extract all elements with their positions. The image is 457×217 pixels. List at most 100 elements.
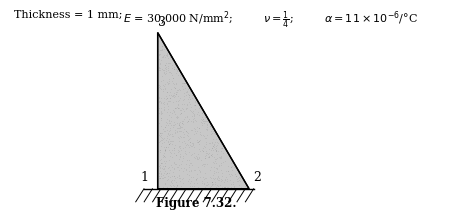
Point	[174, 166, 181, 169]
Point	[218, 156, 225, 159]
Point	[157, 61, 164, 64]
Point	[170, 168, 178, 171]
Point	[213, 156, 221, 160]
Point	[160, 156, 167, 159]
Point	[166, 77, 173, 80]
Point	[176, 122, 183, 126]
Point	[170, 151, 177, 155]
Point	[186, 185, 193, 188]
Point	[167, 126, 174, 129]
Point	[175, 122, 182, 125]
Point	[154, 49, 162, 53]
Point	[168, 166, 175, 169]
Point	[209, 141, 216, 144]
Point	[175, 150, 182, 153]
Point	[159, 185, 167, 189]
Point	[182, 162, 190, 166]
Point	[210, 131, 218, 135]
Point	[170, 76, 177, 80]
Point	[158, 174, 165, 178]
Point	[182, 79, 189, 83]
Point	[216, 157, 223, 160]
Point	[215, 141, 222, 145]
Point	[213, 158, 220, 161]
Point	[161, 181, 169, 185]
Point	[191, 104, 199, 107]
Point	[169, 125, 176, 128]
Point	[230, 182, 237, 186]
Point	[207, 165, 215, 169]
Point	[185, 158, 192, 161]
Point	[156, 165, 163, 168]
Point	[164, 122, 171, 125]
Point	[172, 91, 180, 94]
Point	[156, 170, 164, 173]
Point	[168, 115, 175, 119]
Point	[190, 120, 197, 123]
Point	[157, 131, 165, 135]
Point	[157, 138, 165, 141]
Point	[197, 117, 204, 120]
Point	[185, 150, 192, 154]
Point	[185, 137, 192, 140]
Point	[155, 57, 163, 61]
Point	[203, 134, 211, 137]
Point	[162, 71, 170, 75]
Point	[197, 158, 205, 161]
Point	[190, 115, 197, 118]
Point	[201, 177, 208, 180]
Point	[204, 123, 211, 127]
Point	[198, 123, 205, 127]
Text: $\alpha = 11 \times 10^{-6}$/°C: $\alpha = 11 \times 10^{-6}$/°C	[324, 10, 419, 27]
Point	[175, 139, 183, 142]
Point	[221, 185, 228, 188]
Point	[174, 148, 181, 152]
Point	[165, 99, 172, 103]
Point	[171, 143, 178, 146]
Point	[174, 95, 181, 98]
Point	[171, 86, 179, 90]
Point	[199, 146, 207, 150]
Point	[157, 109, 165, 113]
Point	[163, 66, 170, 69]
Point	[161, 87, 169, 91]
Point	[169, 170, 176, 173]
Point	[176, 134, 183, 137]
Point	[195, 168, 202, 172]
Point	[181, 166, 188, 169]
Point	[170, 179, 177, 182]
Point	[193, 125, 200, 128]
Point	[175, 149, 183, 153]
Point	[219, 161, 227, 164]
Point	[199, 117, 206, 121]
Point	[155, 86, 162, 89]
Point	[231, 186, 238, 190]
Point	[161, 71, 168, 74]
Point	[193, 130, 200, 133]
Point	[217, 156, 224, 160]
Point	[185, 135, 192, 138]
Point	[175, 98, 183, 102]
Point	[216, 155, 223, 158]
Point	[157, 124, 165, 128]
Point	[179, 106, 186, 110]
Point	[189, 120, 197, 123]
Point	[212, 137, 219, 141]
Point	[230, 165, 237, 169]
Point	[196, 132, 203, 135]
Point	[208, 180, 215, 184]
Point	[203, 181, 211, 184]
Point	[157, 173, 164, 176]
Point	[213, 161, 220, 164]
Point	[163, 54, 170, 57]
Point	[159, 136, 166, 139]
Point	[164, 128, 171, 131]
Point	[166, 132, 173, 135]
Point	[193, 158, 201, 161]
Point	[196, 149, 203, 153]
Point	[165, 119, 172, 123]
Point	[196, 139, 203, 143]
Point	[203, 140, 210, 144]
Point	[158, 138, 165, 141]
Point	[234, 171, 242, 174]
